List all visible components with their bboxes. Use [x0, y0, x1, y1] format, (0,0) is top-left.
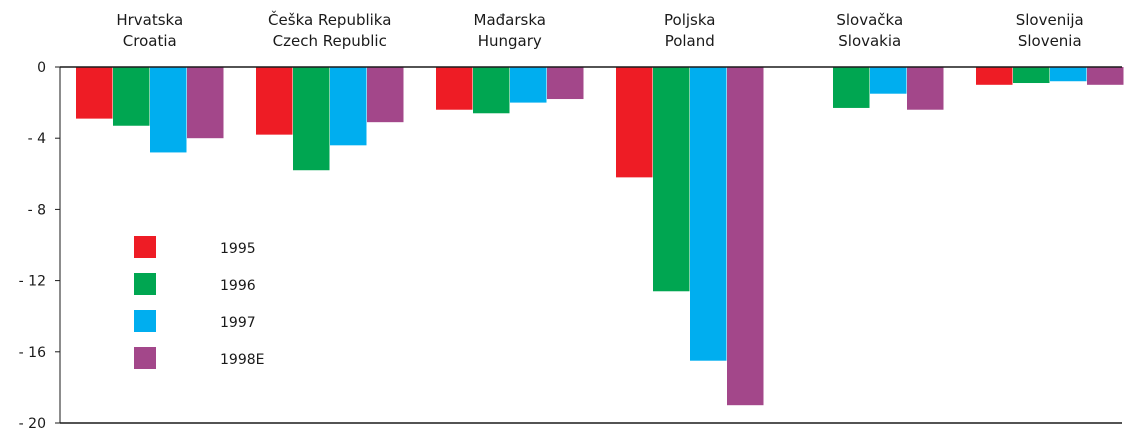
y-tick-label: - 12	[19, 274, 46, 290]
bar-1997-3	[690, 67, 727, 361]
bar-1997-0	[150, 67, 187, 153]
bar-1997-2	[510, 67, 547, 103]
bar-1997-4	[870, 67, 907, 94]
category-label-line2: Slovakia	[838, 32, 901, 50]
category-label-line1: Slovenija	[1016, 11, 1084, 29]
category-label-line1: Mađarska	[474, 11, 546, 29]
bar-1997-5	[1050, 67, 1087, 82]
y-tick-label: - 4	[28, 131, 47, 147]
bar-1995-2	[436, 67, 473, 110]
bar-1998E-0	[187, 67, 224, 139]
category-label-line2: Croatia	[123, 32, 177, 50]
bar-1996-2	[473, 67, 510, 114]
bar-1995-5	[976, 67, 1013, 85]
legend-swatch-1997	[134, 310, 156, 332]
bar-1997-1	[330, 67, 367, 146]
bar-1998E-5	[1087, 67, 1124, 85]
category-label-line1: Poljska	[664, 11, 715, 29]
y-tick-label: - 8	[28, 202, 46, 218]
bar-1996-4	[833, 67, 870, 108]
bar-1995-0	[76, 67, 113, 119]
category-label-line1: Slovačka	[836, 11, 903, 29]
y-tick-label: - 20	[19, 416, 46, 432]
category-label-line1: Češka Republika	[268, 10, 391, 29]
legend-label-1998E: 1998E	[220, 352, 264, 368]
legend-label-1995: 1995	[220, 241, 256, 257]
legend: 1995 1996 1997 1998E	[134, 236, 264, 369]
bar-1998E-1	[367, 67, 404, 123]
legend-label-1996: 1996	[220, 278, 256, 294]
bar-1995-3	[616, 67, 653, 178]
bar-1998E-2	[547, 67, 584, 100]
bar-1996-1	[293, 67, 330, 171]
legend-label-1997: 1997	[220, 315, 256, 331]
legend-swatch-1996	[134, 273, 156, 295]
bar-1996-0	[113, 67, 150, 126]
category-label-line2: Hungary	[478, 32, 542, 50]
bar-1998E-4	[907, 67, 944, 110]
legend-swatch-1998E	[134, 347, 156, 369]
category-label-line2: Poland	[665, 32, 715, 50]
bars-layer	[76, 67, 1124, 406]
bar-1995-1	[256, 67, 293, 135]
category-label-line2: Slovenia	[1018, 32, 1082, 50]
bar-1996-5	[1013, 67, 1050, 84]
bar-1998E-3	[727, 67, 764, 406]
bar-1996-3	[653, 67, 690, 292]
category-label-line1: Hrvatska	[116, 11, 183, 29]
y-tick-label: 0	[37, 60, 46, 76]
category-label-line2: Czech Republic	[273, 32, 387, 50]
legend-swatch-1995	[134, 236, 156, 258]
y-tick-label: - 16	[19, 345, 46, 361]
y-ticks-layer: 0 - 4 - 8 - 12 - 16 - 20	[19, 60, 60, 432]
category-labels-layer: Hrvatska Croatia Češka Republika Czech Repu…	[116, 10, 1083, 50]
